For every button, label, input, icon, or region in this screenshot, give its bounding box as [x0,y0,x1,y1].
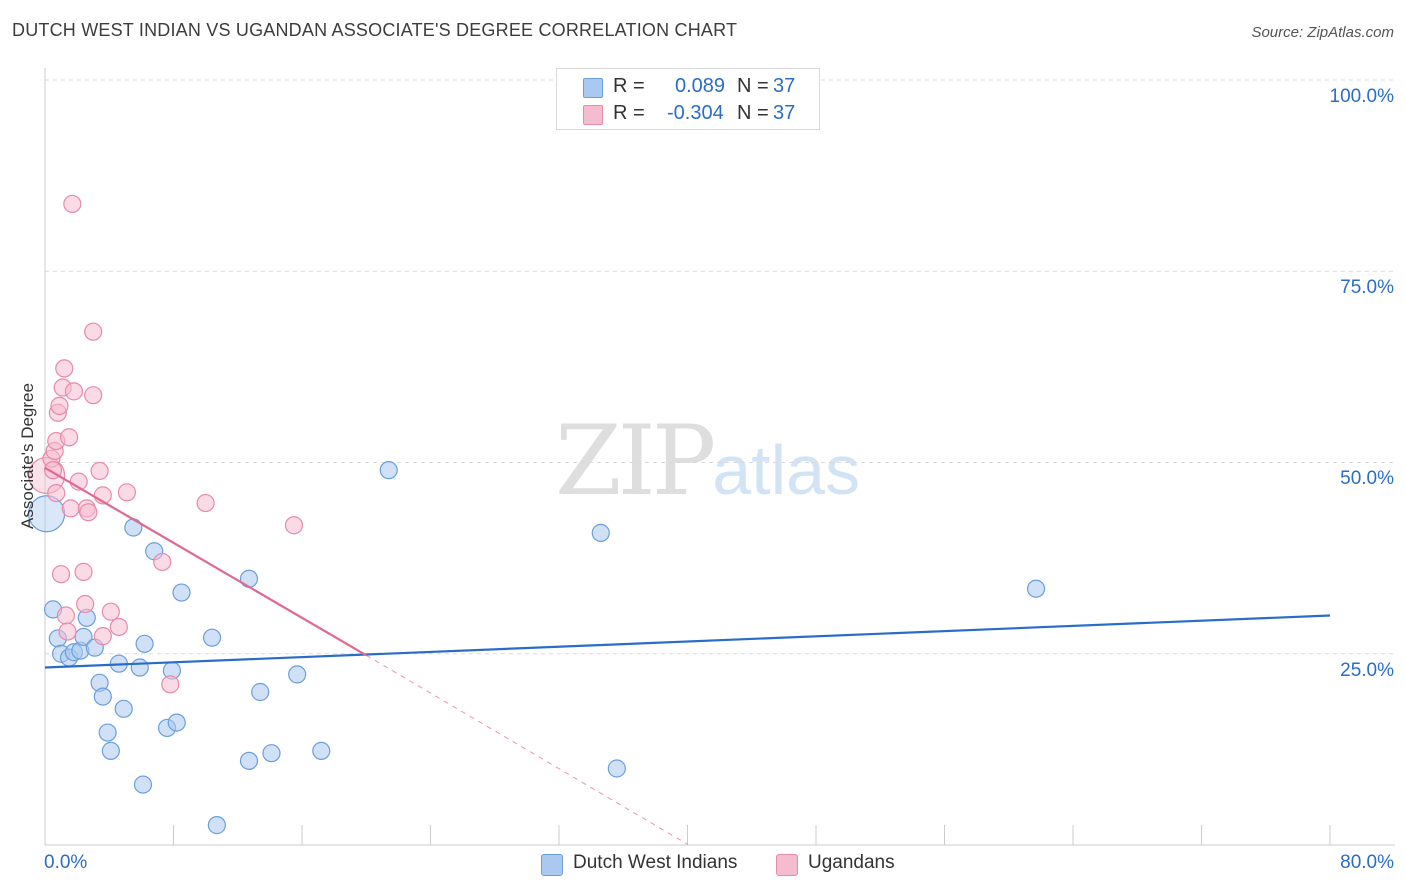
data-point-dutch-west-indians [239,569,259,588]
data-point-dutch-west-indians [124,518,143,537]
data-point-dutch-west-indians [93,687,112,706]
data-point-ugandans [50,396,69,415]
data-point-dutch-west-indians [202,628,222,647]
data-point-dutch-west-indians [74,627,93,647]
data-point-ugandans [161,675,180,694]
data-point-dutch-west-indians [591,523,610,542]
data-point-ugandans [55,359,74,378]
data-point-ugandans [47,484,66,503]
legend-n-value: 37 [773,75,796,97]
data-point-dutch-west-indians [207,816,226,835]
watermark-atlas: atlas [712,431,861,509]
y-tick-75: 75.0% [1340,277,1394,298]
data-point-dutch-west-indians [172,583,191,602]
stats-legend: R = 0.089 N = 37 R = -0.304 N = 37 [556,68,820,130]
data-point-ugandans [79,503,98,522]
data-point-ugandans [284,516,304,535]
y-tick-25: 25.0% [1340,660,1394,681]
legend-r-value: 0.089 [675,75,726,97]
data-point-dutch-west-indians [288,665,307,684]
source-label: Source: ZipAtlas.com [1251,24,1394,41]
data-point-ugandans [101,602,120,621]
watermark-zip: ZIP [555,405,716,517]
trend-line-ugandans [44,466,367,657]
data-point-ugandans [59,428,79,447]
data-point-ugandans [84,386,103,405]
data-point-dutch-west-indians [251,682,270,702]
data-point-ugandans [64,382,84,401]
data-point-dutch-west-indians [607,759,626,778]
legend-swatch-blue [541,854,563,876]
data-point-dutch-west-indians [312,741,331,761]
data-point-ugandans [90,461,109,481]
chart-title: DUTCH WEST INDIAN VS UGANDAN ASSOCIATE'S… [12,20,738,40]
data-point-ugandans [63,194,82,214]
data-point-dutch-west-indians [130,658,149,677]
data-point-dutch-west-indians [167,713,186,732]
data-point-dutch-west-indians [101,741,120,761]
legend-r-value: -0.304 [667,102,724,124]
data-point-ugandans [56,606,75,625]
data-point-ugandans [58,622,77,641]
legend-label: Dutch West Indians [573,852,738,873]
legend-r-label: R = [613,102,645,124]
data-point-ugandans [109,617,128,637]
data-point-dutch-west-indians [262,744,281,763]
data-point-dutch-west-indians [1026,579,1046,598]
data-point-dutch-west-indians [98,723,117,742]
y-tick-50: 50.0% [1340,468,1394,489]
trend-line-extension-ugandans [365,654,688,845]
legend-swatch-pink [776,854,798,876]
x-tick-max: 80.0% [1340,852,1394,873]
data-point-dutch-west-indians [239,751,259,770]
watermark: ZIPatlas [555,405,860,517]
data-point-ugandans [196,493,215,513]
legend-swatch-blue [583,78,603,98]
data-point-dutch-west-indians [379,461,398,480]
y-axis-label: Associate's Degree [18,383,37,529]
legend-label: Ugandans [808,852,895,873]
data-point-dutch-west-indians [135,634,154,653]
legend-r-label: R = [613,75,645,97]
data-point-dutch-west-indians [114,699,133,718]
legend-n-value: 37 [773,102,796,124]
data-point-ugandans [74,562,93,581]
data-point-ugandans [117,483,137,502]
trend-line-dutch-west-indians [44,614,1331,669]
data-point-ugandans [61,499,80,518]
data-point-ugandans [153,552,172,572]
data-point-dutch-west-indians [133,775,153,794]
legend-swatch-pink [583,105,603,125]
x-tick-min: 0.0% [44,852,88,873]
data-point-ugandans [51,565,71,584]
data-point-ugandans [84,322,103,341]
legend-n-label: N = [737,75,769,97]
legend-n-label: N = [737,102,769,124]
y-tick-100: 100.0% [1329,86,1394,107]
data-point-ugandans [93,627,112,646]
data-point-ugandans [76,594,95,614]
